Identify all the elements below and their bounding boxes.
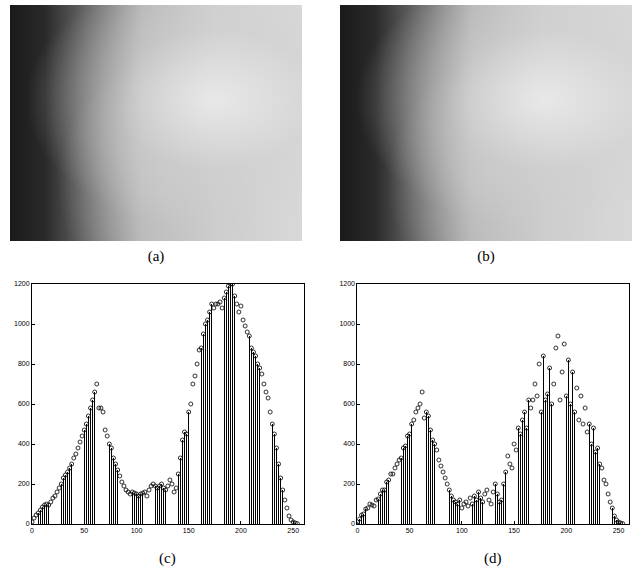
svg-text:100: 100 <box>456 527 468 534</box>
svg-text:400: 400 <box>18 440 30 447</box>
svg-text:1000: 1000 <box>14 320 30 327</box>
svg-text:200: 200 <box>560 527 572 534</box>
svg-text:200: 200 <box>18 480 30 487</box>
svg-text:250: 250 <box>287 527 299 534</box>
svg-text:1000: 1000 <box>339 320 355 327</box>
svg-text:0: 0 <box>351 520 355 527</box>
svg-text:800: 800 <box>18 360 30 367</box>
svg-text:400: 400 <box>343 440 355 447</box>
svg-text:150: 150 <box>183 527 195 534</box>
svg-text:600: 600 <box>18 400 30 407</box>
svg-text:100: 100 <box>131 527 143 534</box>
svg-text:1200: 1200 <box>14 280 30 287</box>
svg-text:800: 800 <box>343 360 355 367</box>
svg-text:250: 250 <box>613 527 625 534</box>
html-text:(b): (b) <box>477 248 495 264</box>
svg-text:(d): (d) <box>484 550 502 567</box>
svg-text:(c): (c) <box>159 550 176 567</box>
svg-text:0: 0 <box>30 527 34 534</box>
svg-text:0: 0 <box>355 527 359 534</box>
svg-text:200: 200 <box>235 527 247 534</box>
svg-text:50: 50 <box>406 527 414 534</box>
html-text:(a): (a) <box>147 248 165 264</box>
svg-text:0: 0 <box>26 520 30 527</box>
svg-text:50: 50 <box>80 527 88 534</box>
svg-text:600: 600 <box>343 400 355 407</box>
svg-text:200: 200 <box>343 480 355 487</box>
svg-text:1200: 1200 <box>339 280 355 287</box>
svg-text:150: 150 <box>508 527 520 534</box>
